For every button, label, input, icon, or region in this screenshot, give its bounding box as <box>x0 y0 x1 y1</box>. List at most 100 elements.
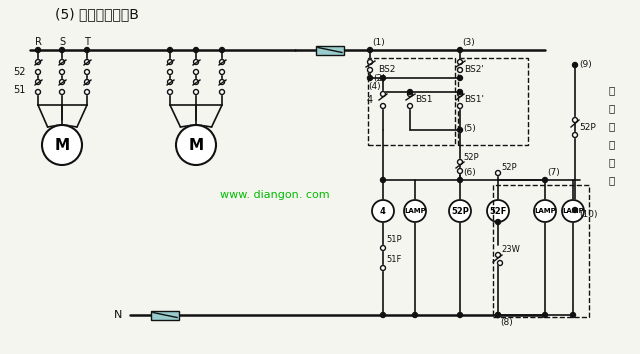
Circle shape <box>404 200 426 222</box>
Circle shape <box>60 69 65 74</box>
Circle shape <box>573 132 577 137</box>
Circle shape <box>220 69 225 74</box>
Text: (2): (2) <box>373 74 386 82</box>
Circle shape <box>458 160 463 165</box>
Circle shape <box>193 69 198 74</box>
Circle shape <box>408 91 413 97</box>
Circle shape <box>458 127 463 132</box>
Text: R: R <box>35 37 42 47</box>
Circle shape <box>543 313 547 318</box>
Text: 52P: 52P <box>579 122 596 131</box>
Circle shape <box>60 80 65 85</box>
Circle shape <box>367 59 372 64</box>
Circle shape <box>495 313 500 318</box>
Circle shape <box>60 47 65 52</box>
Text: BS1: BS1 <box>415 96 433 104</box>
Circle shape <box>168 69 173 74</box>
Text: (8): (8) <box>500 319 513 327</box>
Circle shape <box>449 200 471 222</box>
Text: LAMP: LAMP <box>562 208 584 214</box>
Circle shape <box>193 80 198 85</box>
Circle shape <box>84 47 90 52</box>
Text: (7): (7) <box>547 167 560 177</box>
Circle shape <box>413 313 417 318</box>
Bar <box>368 58 455 145</box>
Circle shape <box>497 261 502 266</box>
Text: BS2: BS2 <box>378 65 396 74</box>
Circle shape <box>84 69 90 74</box>
Text: www. diangon. com: www. diangon. com <box>220 190 330 200</box>
Circle shape <box>367 75 372 80</box>
Circle shape <box>543 177 547 183</box>
Circle shape <box>408 103 413 108</box>
Text: (3): (3) <box>462 38 475 46</box>
Bar <box>151 310 179 320</box>
Circle shape <box>573 63 577 68</box>
Bar <box>316 46 344 55</box>
Circle shape <box>168 90 173 95</box>
Circle shape <box>168 47 173 52</box>
Text: 52F: 52F <box>490 206 507 216</box>
Circle shape <box>495 313 500 318</box>
Circle shape <box>367 68 372 73</box>
Text: T: T <box>84 37 90 47</box>
Text: 外: 外 <box>609 85 615 95</box>
Text: 23W: 23W <box>501 246 520 255</box>
Circle shape <box>176 125 216 165</box>
Circle shape <box>408 90 413 95</box>
Text: (5) 外部操作回路B: (5) 外部操作回路B <box>55 7 139 21</box>
Circle shape <box>458 75 463 80</box>
Text: M: M <box>188 137 204 153</box>
Circle shape <box>381 313 385 318</box>
Text: N: N <box>114 310 122 320</box>
Circle shape <box>220 59 225 64</box>
Text: (5): (5) <box>463 124 476 132</box>
Circle shape <box>60 90 65 95</box>
Circle shape <box>495 171 500 176</box>
Circle shape <box>573 207 577 212</box>
Circle shape <box>168 59 173 64</box>
Text: (10): (10) <box>579 211 598 219</box>
Text: 51: 51 <box>13 85 26 95</box>
Circle shape <box>495 219 500 224</box>
Circle shape <box>220 90 225 95</box>
Bar <box>458 58 528 145</box>
Text: (6): (6) <box>463 167 476 177</box>
Text: BS2': BS2' <box>464 65 484 74</box>
Text: 4: 4 <box>367 95 373 105</box>
Circle shape <box>381 177 385 183</box>
Circle shape <box>35 80 40 85</box>
Circle shape <box>381 266 385 270</box>
Circle shape <box>381 103 385 108</box>
Circle shape <box>367 47 372 52</box>
Circle shape <box>220 47 225 52</box>
Text: 52: 52 <box>13 67 26 77</box>
Bar <box>493 185 589 317</box>
Circle shape <box>458 313 463 318</box>
Text: 锁: 锁 <box>609 139 615 149</box>
Circle shape <box>193 59 198 64</box>
Circle shape <box>458 91 463 97</box>
Circle shape <box>193 90 198 95</box>
Circle shape <box>60 59 65 64</box>
Circle shape <box>220 80 225 85</box>
Circle shape <box>35 90 40 95</box>
Text: 52P: 52P <box>451 206 469 216</box>
Circle shape <box>84 59 90 64</box>
Text: 联: 联 <box>609 121 615 131</box>
Circle shape <box>495 252 500 257</box>
Circle shape <box>458 90 463 95</box>
Circle shape <box>84 80 90 85</box>
Text: (4): (4) <box>368 82 381 91</box>
Text: 点: 点 <box>609 175 615 185</box>
Circle shape <box>42 125 82 165</box>
Circle shape <box>458 103 463 108</box>
Circle shape <box>372 200 394 222</box>
Circle shape <box>381 75 385 80</box>
Circle shape <box>168 80 173 85</box>
Circle shape <box>458 47 463 52</box>
Circle shape <box>562 200 584 222</box>
Text: 4: 4 <box>380 206 386 216</box>
Circle shape <box>35 69 40 74</box>
Circle shape <box>573 118 577 122</box>
